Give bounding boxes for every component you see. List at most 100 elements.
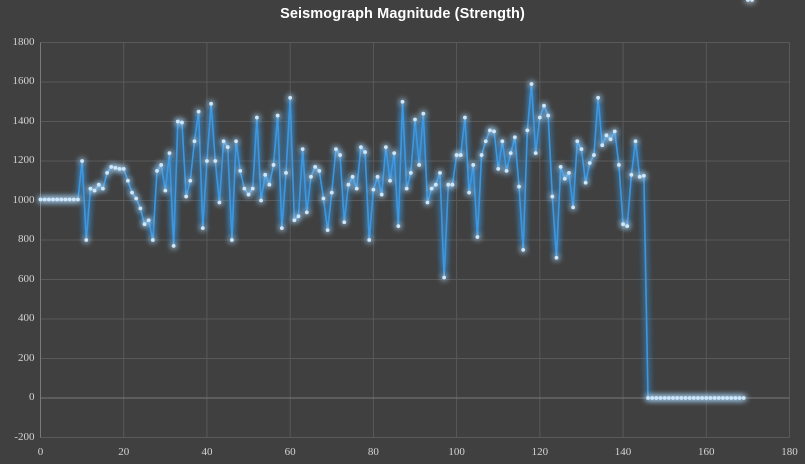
data-point-marker bbox=[533, 151, 538, 156]
y-tick-label: 400 bbox=[18, 312, 35, 324]
data-point-marker bbox=[113, 166, 118, 170]
data-point-marker bbox=[180, 120, 184, 125]
data-point-marker bbox=[325, 228, 330, 233]
data-point-marker bbox=[554, 255, 559, 260]
y-tick-label: -200 bbox=[14, 430, 35, 443]
data-point-marker bbox=[196, 109, 201, 114]
data-point-marker bbox=[587, 161, 592, 165]
data-point-marker bbox=[737, 396, 742, 400]
data-point-marker bbox=[109, 165, 114, 169]
data-point-marker bbox=[146, 218, 151, 223]
data-point-marker bbox=[650, 396, 655, 400]
data-point-marker bbox=[446, 182, 451, 187]
data-point-marker bbox=[46, 197, 51, 202]
data-point-marker bbox=[329, 190, 334, 195]
y-tick-label: 600 bbox=[18, 272, 35, 285]
data-point-marker bbox=[163, 188, 168, 193]
data-point-marker bbox=[438, 170, 442, 175]
data-point-marker bbox=[80, 159, 85, 163]
series-markers bbox=[38, 0, 754, 400]
data-point-marker bbox=[254, 115, 259, 120]
data-point-marker bbox=[383, 145, 388, 150]
data-point-marker bbox=[450, 182, 455, 187]
x-tick-label: 40 bbox=[201, 445, 213, 458]
data-point-marker bbox=[279, 226, 284, 231]
x-tick-label: 120 bbox=[531, 445, 549, 458]
data-point-marker bbox=[575, 139, 580, 144]
data-point-marker bbox=[363, 150, 367, 155]
data-point-marker bbox=[309, 174, 313, 179]
x-tick-label: 0 bbox=[37, 445, 44, 458]
data-point-marker bbox=[733, 396, 738, 400]
data-point-marker bbox=[84, 238, 89, 242]
data-point-marker bbox=[558, 165, 563, 169]
data-point-marker bbox=[275, 113, 280, 118]
data-point-marker bbox=[683, 396, 688, 400]
data-point-marker bbox=[712, 396, 717, 400]
data-point-marker bbox=[192, 139, 197, 144]
data-point-marker bbox=[641, 173, 646, 178]
data-point-marker bbox=[496, 167, 501, 171]
data-point-marker bbox=[537, 115, 542, 120]
data-point-marker bbox=[454, 153, 459, 157]
data-point-marker bbox=[117, 167, 122, 171]
data-point-marker bbox=[101, 186, 105, 191]
data-point-marker bbox=[708, 396, 713, 400]
data-point-marker bbox=[666, 396, 671, 400]
data-point-marker bbox=[121, 167, 126, 171]
data-point-marker bbox=[691, 396, 696, 400]
data-point-marker bbox=[433, 182, 438, 187]
x-tick-label: 100 bbox=[448, 445, 465, 458]
data-point-marker bbox=[604, 133, 609, 138]
y-tick-label: 1000 bbox=[12, 193, 35, 206]
x-tick-label: 180 bbox=[781, 445, 798, 458]
data-point-marker bbox=[188, 178, 193, 183]
data-point-marker bbox=[687, 396, 692, 400]
data-point-marker bbox=[171, 244, 176, 248]
data-point-marker bbox=[71, 197, 76, 202]
data-point-marker bbox=[42, 197, 47, 202]
x-tick-label: 20 bbox=[118, 445, 130, 458]
data-point-marker bbox=[225, 145, 230, 150]
data-point-marker bbox=[429, 186, 434, 191]
y-tick-label: 1400 bbox=[12, 114, 35, 127]
data-point-marker bbox=[242, 186, 247, 191]
data-point-marker bbox=[396, 224, 401, 229]
data-point-marker bbox=[150, 238, 155, 242]
data-point-marker bbox=[550, 194, 555, 199]
data-point-marker bbox=[371, 187, 376, 192]
data-point-marker bbox=[616, 163, 621, 167]
data-point-marker bbox=[463, 115, 467, 120]
data-point-marker bbox=[517, 184, 521, 189]
data-point-marker bbox=[55, 197, 60, 202]
data-point-marker bbox=[392, 151, 397, 156]
data-point-marker bbox=[562, 176, 567, 181]
data-point-marker bbox=[704, 396, 709, 400]
y-tick-label: 1200 bbox=[12, 154, 35, 166]
data-point-marker bbox=[721, 396, 725, 400]
y-tick-label: 1600 bbox=[12, 75, 35, 87]
x-tick-label: 140 bbox=[614, 445, 632, 458]
data-point-marker bbox=[421, 111, 426, 116]
data-point-marker bbox=[155, 168, 159, 173]
data-point-marker bbox=[629, 172, 634, 177]
data-point-marker bbox=[488, 128, 492, 133]
data-point-marker bbox=[354, 186, 359, 191]
data-point-marker bbox=[725, 396, 729, 400]
data-point-marker bbox=[671, 396, 675, 400]
data-point-marker bbox=[646, 396, 650, 400]
data-point-marker bbox=[675, 396, 680, 400]
data-point-marker bbox=[388, 178, 392, 183]
data-point-marker bbox=[292, 218, 297, 223]
data-point-marker bbox=[338, 153, 342, 157]
data-point-marker bbox=[230, 238, 234, 242]
data-point-marker bbox=[213, 159, 218, 163]
data-point-marker bbox=[425, 200, 430, 205]
data-point-marker bbox=[521, 247, 526, 252]
data-point-marker bbox=[63, 197, 68, 202]
y-tick-label: 0 bbox=[29, 391, 35, 403]
data-point-marker bbox=[745, 0, 750, 2]
data-point-marker bbox=[662, 396, 667, 400]
data-point-marker bbox=[138, 206, 143, 211]
data-point-marker bbox=[288, 95, 293, 100]
